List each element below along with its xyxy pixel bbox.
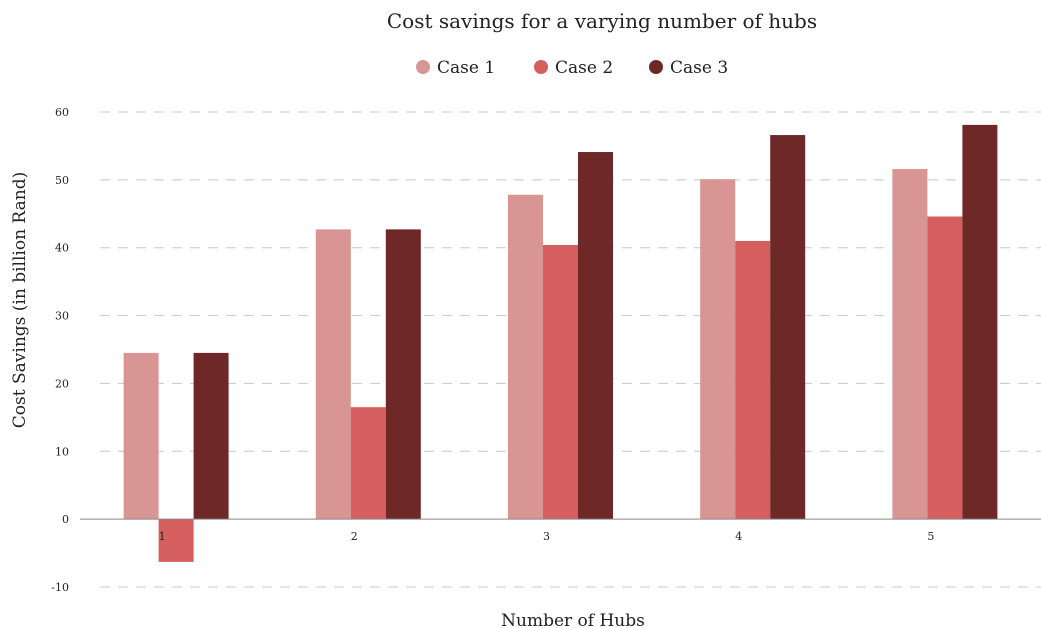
y-axis-ticks: -10 0 10 20 30 40 50 60 — [51, 106, 69, 594]
y-tick-label: 0 — [62, 513, 69, 526]
legend-item-case-2: Case 2 — [534, 58, 613, 78]
y-tick-label: 10 — [55, 445, 69, 458]
legend-swatch — [416, 60, 430, 74]
bar-case-1-hubs-2 — [315, 229, 351, 520]
bar-case-1-hubs-4 — [700, 179, 736, 520]
y-tick-label: 30 — [55, 310, 69, 323]
bar-case-3-hubs-1 — [193, 352, 229, 520]
bar-case-3-hubs-5 — [962, 124, 998, 520]
y-axis-label: Cost Savings (in billion Rand) — [10, 172, 30, 428]
bars — [80, 124, 1041, 562]
legend-item-case-3: Case 3 — [649, 58, 728, 78]
x-tick-label: 2 — [351, 530, 358, 543]
y-tick-label: -10 — [51, 581, 69, 594]
x-tick-label: 3 — [543, 530, 550, 543]
x-tick-label: 1 — [159, 530, 166, 543]
bar-case-1-hubs-5 — [892, 169, 928, 520]
legend-label: Case 2 — [555, 58, 613, 78]
bar-case-3-hubs-3 — [578, 152, 613, 520]
x-axis-label: Number of Hubs — [501, 611, 645, 628]
x-tick-label: 4 — [735, 530, 742, 543]
y-tick-label: 40 — [55, 242, 69, 255]
y-tick-label: 20 — [55, 377, 69, 390]
legend-label: Case 3 — [670, 58, 728, 78]
bar-case-1-hubs-1 — [123, 352, 159, 520]
chart-title: Cost savings for a varying number of hub… — [387, 9, 817, 33]
y-tick-label: 50 — [55, 174, 69, 187]
bar-case-2-hubs-2 — [350, 407, 386, 520]
y-tick-label: 60 — [55, 106, 69, 119]
bar-case-2-hubs-1 — [158, 519, 194, 562]
bar-case-3-hubs-2 — [385, 229, 421, 520]
bar-case-2-hubs-4 — [735, 240, 771, 520]
legend-swatch — [534, 60, 548, 74]
bar-case-2-hubs-5 — [927, 216, 963, 520]
legend-label: Case 1 — [437, 58, 495, 78]
legend-item-case-1: Case 1 — [416, 58, 495, 78]
bar-case-2-hubs-3 — [543, 245, 578, 520]
bar-case-1-hubs-3 — [508, 194, 543, 520]
legend-swatch — [649, 60, 663, 74]
x-tick-label: 5 — [927, 530, 934, 543]
x-axis-ticks: 1 2 3 4 5 — [159, 530, 935, 543]
bar-case-3-hubs-4 — [770, 135, 806, 520]
chart-legend: Case 1 Case 2 Case 3 — [416, 58, 728, 78]
